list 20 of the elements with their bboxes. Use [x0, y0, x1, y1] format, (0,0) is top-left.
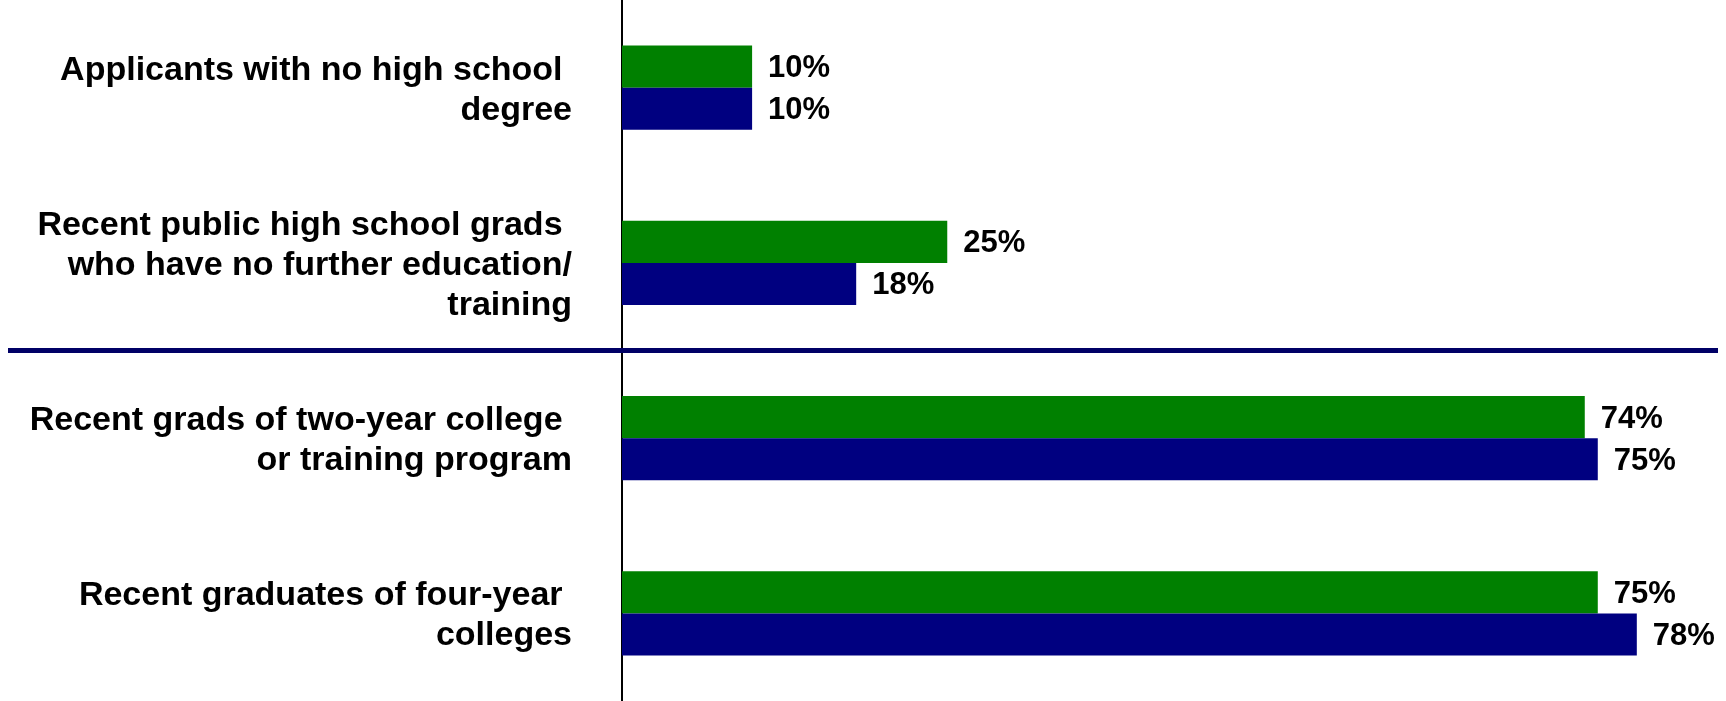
- bar: [622, 438, 1598, 481]
- bar: [622, 571, 1598, 614]
- data-label: 74%: [1600, 399, 1663, 435]
- data-label: 75%: [1613, 574, 1676, 610]
- bar: [622, 45, 753, 88]
- y-tick-label: Recent public high school grads who have no further education/training: [37, 203, 573, 322]
- y-tick-label: Applicants with no high school degree: [60, 48, 572, 127]
- data-label: 10%: [768, 91, 831, 127]
- data-label: 10%: [768, 49, 831, 85]
- data-label: 75%: [1613, 441, 1676, 477]
- bar: [622, 396, 1585, 439]
- data-label: 78%: [1652, 616, 1715, 652]
- bar: [622, 262, 857, 305]
- bar: [622, 613, 1637, 656]
- y-tick-label: Recent graduates of four-year colleges: [78, 574, 572, 653]
- data-label: 18%: [872, 266, 935, 302]
- y-tick-label: Recent grads of two-year college or training program: [29, 399, 572, 478]
- bar: [622, 87, 753, 130]
- data-label: 25%: [963, 224, 1026, 260]
- bar: [622, 220, 948, 263]
